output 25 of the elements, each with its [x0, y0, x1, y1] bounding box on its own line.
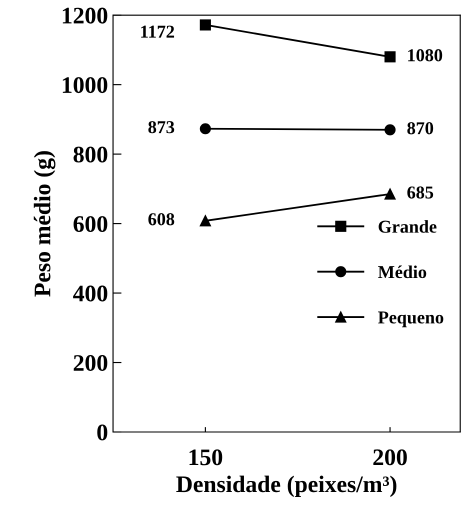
point: [384, 124, 396, 136]
x-tick-label: 150: [190, 449, 222, 466]
point: [200, 19, 211, 30]
point: [200, 123, 211, 134]
data-label: 1172: [141, 26, 174, 38]
data-label: 870: [407, 122, 434, 134]
data-label: 873: [148, 121, 174, 134]
y-tick-label: 400: [73, 286, 108, 302]
y-tick-label: 200: [74, 355, 108, 371]
data-label: 608: [148, 213, 174, 226]
point: [384, 188, 396, 200]
legend-label: Pequeno: [378, 312, 444, 328]
y-tick-label: 600: [74, 216, 108, 232]
point: [200, 215, 211, 226]
y-tick-label: 1200: [62, 8, 108, 24]
point: [384, 51, 396, 62]
y-tick-label: 0: [97, 424, 108, 440]
legend-label: Grande: [378, 220, 436, 233]
legend-label: Médio: [378, 265, 426, 278]
data-label: 1080: [408, 49, 442, 62]
data-label: 685: [407, 186, 434, 199]
y-tick-label: 800: [74, 146, 108, 163]
y-axis-title: Peso médio (g): [34, 151, 56, 297]
x-axis-title: Densidade (peixes/m³): [176, 476, 396, 498]
y-tick-label: 1000: [62, 77, 108, 94]
